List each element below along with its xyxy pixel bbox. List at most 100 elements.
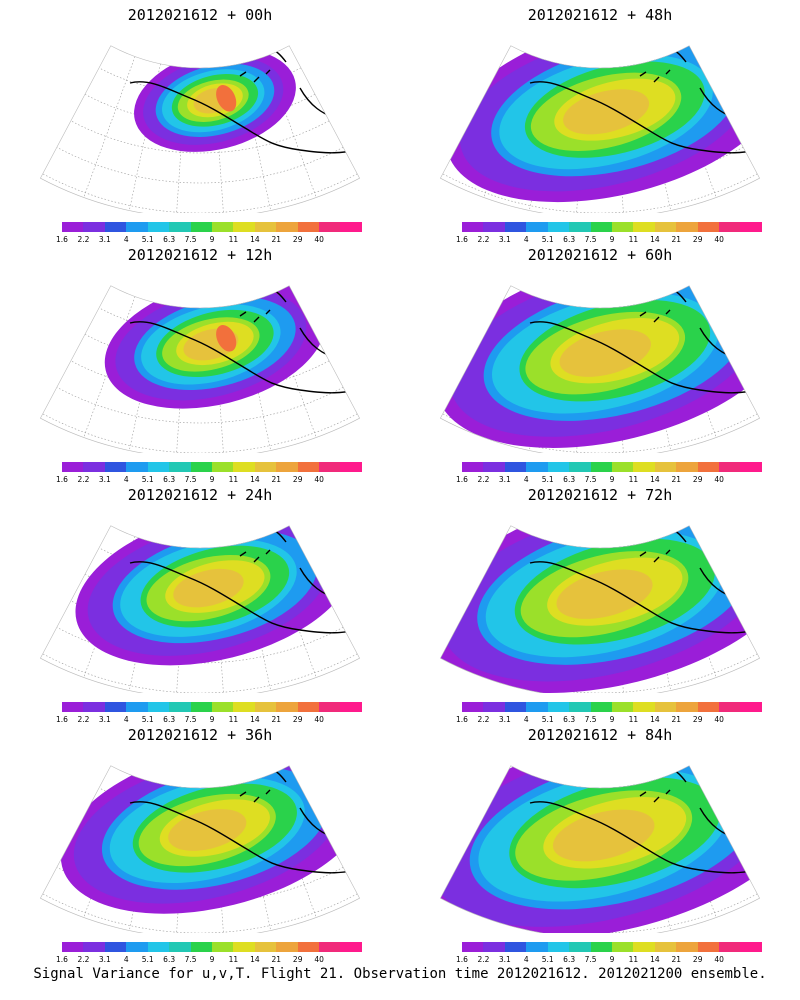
colorbar-tick-label: 4: [123, 715, 129, 724]
panel-title: 2012021612 + 84h: [527, 726, 673, 744]
variance-field: [60, 765, 360, 914]
variance-map: [439, 285, 761, 453]
colorbar-labels: 1.6 2.2 3.1 4 5.1 6.3 7.5 9 11 14 21 29 40: [456, 235, 762, 245]
colorbar-swatch: [526, 702, 548, 712]
variance-map: [439, 765, 761, 933]
colorbar-tick-label: 14: [650, 955, 660, 964]
colorbar-swatch: [569, 222, 591, 232]
colorbar-tick-label: 40: [314, 235, 324, 244]
colorbar-swatch: [233, 462, 255, 472]
colorbar-tick-label: 21: [271, 955, 282, 964]
colorbar-swatch: [740, 702, 762, 712]
map-panel: 2012021612 + 36h 1.6 2.2 3.1 4 5.1 6.3 7.5 9 11 14…: [0, 720, 400, 964]
variance-map: [39, 285, 361, 453]
colorbar-tick-label: 40: [314, 475, 324, 484]
colorbar-swatch: [676, 702, 698, 712]
colorbar-swatch: [462, 942, 484, 952]
colorbar-swatch: [297, 702, 320, 712]
colorbar-swatch: [169, 942, 191, 952]
colorbar-tick-label: 1.6: [56, 955, 68, 964]
colorbar-swatch: [211, 222, 234, 232]
colorbar-tick-label: 6.3: [563, 715, 576, 724]
colorbar-swatch: [319, 222, 341, 232]
colorbar-swatch: [697, 702, 720, 712]
colorbar-swatch: [83, 942, 105, 952]
colorbar-tick-label: 29: [692, 235, 703, 244]
colorbar-tick-label: 9: [609, 715, 615, 724]
panel-title: 2012021612 + 12h: [127, 246, 273, 264]
colorbar: [462, 702, 762, 712]
colorbar-swatch: [611, 702, 634, 712]
colorbar-swatch: [147, 942, 170, 952]
colorbar-tick-label: 11: [628, 475, 639, 484]
colorbar-swatch: [276, 462, 298, 472]
colorbar-tick-label: 21: [671, 715, 682, 724]
colorbar-tick-label: 5.1: [541, 475, 554, 484]
colorbar-swatch: [462, 702, 484, 712]
map-panel: 2012021612 + 60h 1.6 2.2 3.1 4 5.1 6.3 7.5 9 11 14…: [400, 240, 800, 484]
colorbar-tick-label: 6.3: [163, 235, 176, 244]
panel-title: 2012021612 + 72h: [527, 486, 673, 504]
colorbar-tick-label: 40: [714, 475, 724, 484]
colorbar-swatch: [654, 222, 677, 232]
colorbar-tick-label: 3.1: [98, 235, 111, 244]
colorbar-swatch: [104, 942, 127, 952]
colorbar-tick-label: 3.1: [498, 955, 511, 964]
variance-field: [104, 285, 326, 409]
colorbar-swatch: [676, 462, 698, 472]
colorbar-swatch: [211, 462, 234, 472]
colorbar-swatch: [697, 462, 720, 472]
colorbar-tick-label: 14: [250, 715, 260, 724]
colorbar-swatch: [233, 942, 255, 952]
colorbar-swatch: [169, 462, 191, 472]
colorbar-swatch: [547, 942, 570, 952]
colorbar-swatch: [190, 942, 212, 952]
colorbar-swatch: [719, 942, 741, 952]
colorbar-swatch: [340, 942, 362, 952]
colorbar-labels: 1.6 2.2 3.1 4 5.1 6.3 7.5 9 11 14 21 29 40: [56, 955, 362, 965]
colorbar-tick-label: 5.1: [541, 955, 554, 964]
colorbar-swatch: [62, 702, 84, 712]
colorbar-swatch: [297, 222, 320, 232]
colorbar-tick-label: 2.2: [477, 955, 490, 964]
colorbar-tick-label: 5.1: [541, 715, 554, 724]
colorbar-swatch: [297, 462, 320, 472]
colorbar-tick-label: 9: [609, 955, 615, 964]
map-panel: 2012021612 + 72h 1.6 2.2 3.1 4 5.1 6.3 7.5 9 11 14…: [400, 480, 800, 724]
colorbar-tick-label: 21: [271, 475, 282, 484]
colorbar-tick-label: 14: [650, 235, 660, 244]
colorbar-swatch: [676, 222, 698, 232]
map-panel: 2012021612 + 12h 1.6 2.2 3.1 4 5.1 6.3 7.5 9 11 14…: [0, 240, 400, 484]
colorbar-tick-label: 40: [714, 955, 724, 964]
colorbar-tick-label: 5.1: [141, 475, 154, 484]
colorbar-tick-label: 14: [250, 475, 260, 484]
map-panel: 2012021612 + 00h 1.6 2.2 3.1 4 5.1 6.3 7.5 9 11 14…: [0, 0, 400, 244]
colorbar-tick-label: 29: [292, 955, 303, 964]
colorbar-swatch: [483, 702, 505, 712]
colorbar-labels: 1.6 2.2 3.1 4 5.1 6.3 7.5 9 11 14 21 29 40: [456, 715, 762, 725]
colorbar-swatch: [526, 942, 548, 952]
colorbar-tick-label: 1.6: [456, 475, 468, 484]
panel-title: 2012021612 + 24h: [127, 486, 273, 504]
colorbar-swatch: [633, 222, 655, 232]
colorbar-swatch: [254, 942, 277, 952]
colorbar-tick-label: 9: [609, 475, 615, 484]
colorbar-swatch: [104, 702, 127, 712]
colorbar-tick-label: 21: [271, 235, 282, 244]
colorbar-swatch: [254, 702, 277, 712]
colorbar: [462, 222, 762, 232]
colorbar-tick-label: 40: [314, 955, 324, 964]
colorbar-tick-label: 3.1: [98, 955, 111, 964]
colorbar-tick-label: 11: [628, 715, 639, 724]
colorbar-swatch: [340, 222, 362, 232]
colorbar-tick-label: 2.2: [477, 475, 490, 484]
colorbar-tick-label: 6.3: [563, 955, 576, 964]
colorbar-swatch: [297, 942, 320, 952]
colorbar-swatch: [719, 222, 741, 232]
colorbar-swatch: [611, 222, 634, 232]
colorbar-labels: 1.6 2.2 3.1 4 5.1 6.3 7.5 9 11 14 21 29 40: [56, 235, 362, 245]
colorbar-tick-label: 5.1: [141, 235, 154, 244]
colorbar-tick-label: 7.5: [184, 475, 197, 484]
colorbar-swatch: [104, 222, 127, 232]
colorbar-swatch: [340, 702, 362, 712]
